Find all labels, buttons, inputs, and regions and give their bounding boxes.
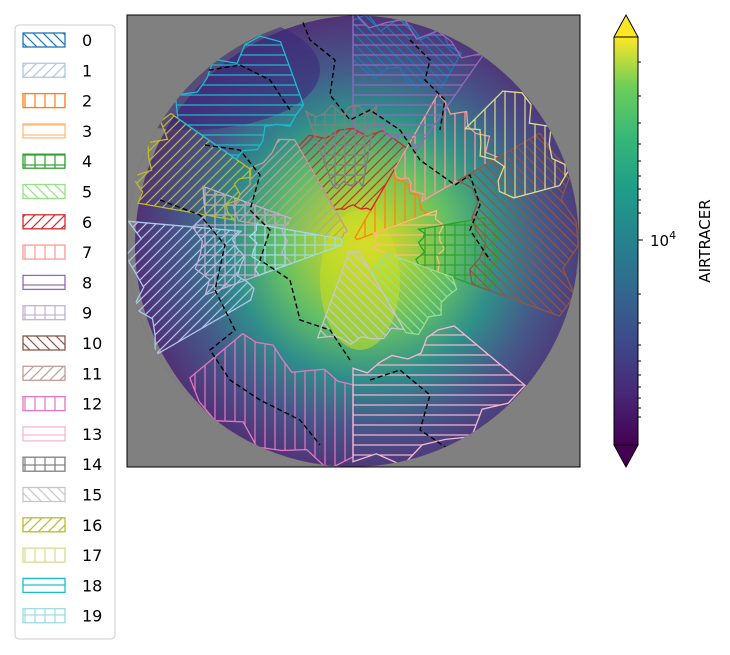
region-14 <box>304 104 378 190</box>
legend-swatch <box>22 32 66 48</box>
legend-label: 13 <box>82 425 102 444</box>
legend-label: 7 <box>82 243 92 262</box>
legend-item: 18 <box>22 576 102 595</box>
legend-item: 8 <box>22 273 92 292</box>
legend-item: 19 <box>22 607 102 626</box>
legend-item: 10 <box>22 334 102 353</box>
legend-label: 18 <box>82 576 102 595</box>
colorbar-label: AIRTRACER <box>696 199 714 282</box>
legend-swatch <box>22 395 66 412</box>
legend-label: 6 <box>82 213 92 232</box>
legend-item: 7 <box>22 243 92 262</box>
colorbar: 104 AIRTRACER <box>613 13 714 469</box>
legend-label: 16 <box>82 516 102 535</box>
legend-item: 0 <box>22 31 92 50</box>
legend-item: 6 <box>22 213 92 232</box>
legend-label: 4 <box>82 152 92 171</box>
legend-swatch <box>22 547 66 563</box>
region-16 <box>131 112 252 222</box>
colorbar-extend-min <box>613 444 639 469</box>
legend-item: 1 <box>22 61 92 80</box>
region-19 <box>248 223 344 276</box>
legend-label: 17 <box>82 546 102 565</box>
legend-label: 3 <box>82 122 92 141</box>
legend-item: 11 <box>22 364 102 383</box>
legend-item: 9 <box>22 304 92 323</box>
legend-item: 15 <box>22 486 102 505</box>
legend-item: 17 <box>22 546 102 565</box>
legend-label: 19 <box>82 607 102 626</box>
legend-swatch <box>22 577 66 594</box>
legend-item: 13 <box>22 425 102 444</box>
legend-item: 14 <box>22 455 102 474</box>
legend-swatch <box>22 92 66 109</box>
legend-swatch <box>22 335 66 351</box>
colorbar-extend-max <box>613 13 639 38</box>
region-15 <box>316 249 406 346</box>
legend-swatch <box>22 244 66 260</box>
legend-label: 8 <box>82 273 92 292</box>
map-boundary <box>127 15 580 467</box>
region-12 <box>189 332 354 467</box>
legend-swatch <box>22 486 66 503</box>
colorbar-body <box>613 36 639 446</box>
legend-item: 3 <box>22 122 92 141</box>
region-18 <box>174 35 305 161</box>
legend-label: 9 <box>82 304 92 323</box>
legend-swatch <box>22 305 66 321</box>
legend-swatch <box>22 274 66 291</box>
legend-swatch <box>22 608 66 624</box>
legend-swatch <box>22 123 66 139</box>
map-axes <box>127 15 580 467</box>
region-17 <box>463 90 572 199</box>
legend-label: 15 <box>82 486 102 505</box>
region-7 <box>394 92 500 203</box>
legend-swatch <box>22 153 66 169</box>
legend-label: 2 <box>82 92 92 111</box>
legend-label: 11 <box>82 364 102 383</box>
legend-swatch <box>22 365 66 381</box>
legend-label: 0 <box>82 31 92 50</box>
legend-item: 4 <box>22 152 92 171</box>
colorbar-minor-ticks <box>638 61 641 418</box>
map-frame <box>126 14 581 468</box>
legend-item: 5 <box>22 183 92 202</box>
legend-swatch <box>22 517 66 533</box>
legend-item: 16 <box>22 516 102 535</box>
region-2 <box>354 169 431 241</box>
legend-item: 12 <box>22 395 102 414</box>
colorbar-major-tick-label: 104 <box>650 229 676 250</box>
legend-swatch <box>22 426 66 442</box>
region-11 <box>232 138 348 240</box>
legend-swatch <box>22 62 66 78</box>
legend-swatch <box>22 183 66 200</box>
legend-swatch <box>22 456 66 472</box>
legend-label: 10 <box>82 334 102 353</box>
hatched-regions <box>127 15 579 467</box>
legend-item: 2 <box>22 92 92 111</box>
legend-frame <box>14 24 116 640</box>
legend-label: 12 <box>82 395 102 414</box>
legend-label: 1 <box>82 61 92 80</box>
legend-label: 14 <box>82 455 102 474</box>
legend-label: 5 <box>82 183 92 202</box>
legend-swatch <box>22 214 66 230</box>
